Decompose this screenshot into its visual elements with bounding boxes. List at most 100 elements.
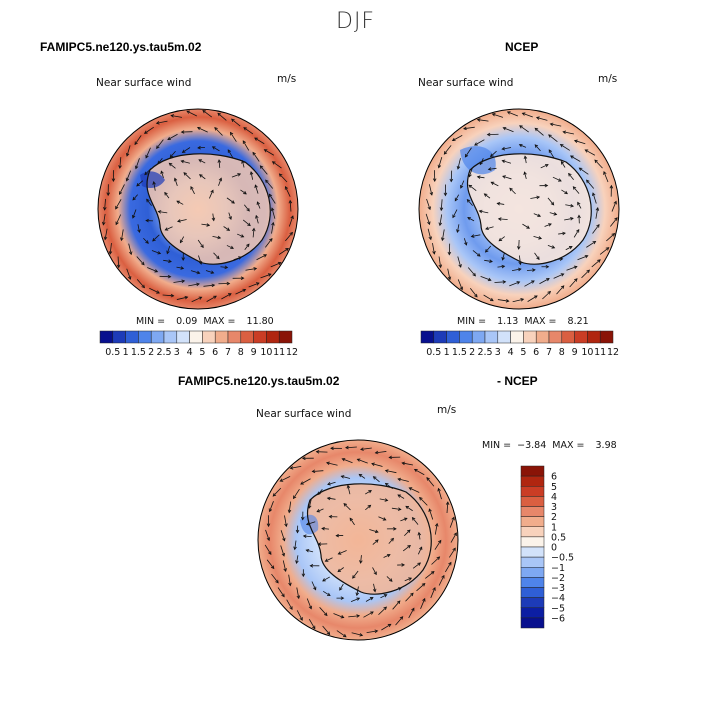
wind-vector [226, 245, 234, 249]
wind-vector-head [265, 179, 269, 184]
wind-vector [147, 267, 158, 273]
wind-vector-head [210, 189, 214, 194]
wind-vector [220, 266, 228, 268]
wind-vector-head [339, 587, 343, 591]
wind-vector [502, 175, 512, 180]
wind-vector [569, 278, 578, 288]
wind-vector [167, 133, 178, 140]
wind-vector [136, 279, 145, 288]
colorbar-difference-swatch [520, 475, 545, 487]
wind-vector [338, 550, 347, 555]
wind-vector [467, 199, 473, 206]
wind-vector-head [613, 200, 617, 205]
wind-vector-head [440, 237, 445, 242]
wind-vector-head [118, 191, 123, 195]
wind-vector-head [229, 131, 234, 136]
wind-vector [574, 140, 586, 145]
wind-vector [438, 488, 442, 500]
colorbar-panel2-swatch [523, 330, 537, 344]
wind-vector [296, 587, 300, 599]
wind-vector [498, 236, 505, 242]
wind-vector [438, 256, 442, 268]
colorbar-panel1-swatch [214, 330, 229, 344]
colorbar-difference-swatch [520, 556, 545, 568]
wind-vector [492, 113, 504, 118]
wind-vector-head [479, 161, 483, 166]
colorbar-panel1-swatch [227, 330, 242, 344]
wind-vector [201, 223, 210, 226]
wind-vector [469, 287, 478, 298]
wind-vector-head [251, 227, 256, 232]
wind-vector-head [300, 516, 305, 521]
wind-vector [163, 259, 172, 262]
wind-vector-head [443, 151, 448, 155]
wind-vector [128, 243, 132, 255]
wind-vector [441, 229, 445, 241]
wind-vector-head [464, 241, 468, 246]
wind-vector [457, 279, 463, 290]
wind-vector [477, 119, 489, 122]
wind-vector [182, 147, 191, 153]
panel3-units: m/s [437, 404, 457, 416]
wind-vector-head [181, 279, 186, 283]
wind-vector-head [200, 244, 204, 249]
colorbar-panel1-tick-label: 7 [225, 347, 231, 358]
panel1-max-value: 11.80 [246, 316, 274, 327]
wind-vector-head [458, 264, 462, 268]
wind-vector-head [393, 527, 397, 531]
wind-vector-head [408, 577, 413, 581]
wind-vector [386, 576, 393, 582]
wind-vector [397, 494, 405, 499]
wind-vector-head [211, 283, 216, 288]
wind-vector [591, 259, 601, 268]
wind-vector [468, 184, 477, 192]
wind-vector-head [323, 612, 328, 617]
wind-vector [160, 171, 164, 178]
wind-vector [599, 247, 609, 255]
wind-vector [217, 112, 227, 121]
wind-vector [485, 245, 492, 253]
wind-vector-head [132, 196, 136, 201]
wind-vector-head [413, 469, 418, 473]
wind-vector [363, 611, 374, 618]
wind-vector [348, 615, 360, 618]
wind-vector [145, 147, 151, 158]
wind-vector [269, 194, 276, 204]
wind-vector [404, 529, 411, 537]
wind-vector-head [226, 227, 231, 231]
wind-vector-head [170, 293, 175, 298]
wind-vector [360, 555, 362, 564]
wind-vector [237, 233, 244, 238]
wind-vector-head [241, 159, 245, 164]
wind-vector-head [167, 136, 171, 141]
panel3-min-label: MIN = [482, 440, 512, 451]
wind-vector-head [282, 537, 286, 542]
colorbar-difference-tick-label: 1 [551, 522, 557, 533]
wind-vector [174, 178, 178, 187]
wind-vector-head [553, 212, 558, 216]
wind-vector [479, 210, 489, 214]
wind-vector [183, 172, 191, 180]
wind-vector-head [289, 606, 293, 611]
wind-vector-head [180, 266, 185, 270]
wind-vector-head [270, 565, 275, 570]
wind-vector [385, 470, 397, 474]
wind-vector [284, 515, 287, 527]
panel3-variable: Near surface wind [256, 408, 352, 420]
wind-vector-head [108, 251, 113, 255]
wind-vector [581, 269, 590, 279]
wind-vector [359, 474, 366, 479]
wind-vector-head [217, 235, 222, 240]
wind-vector-head [255, 282, 260, 286]
wind-vector-head [284, 523, 288, 528]
wind-vector [198, 255, 202, 265]
wind-vector [477, 176, 485, 179]
colorbar-panel2-tick-label: 0.5 [426, 347, 441, 358]
wind-vector-head [238, 256, 242, 260]
wind-vector-head [536, 256, 540, 261]
wind-vector-head [115, 205, 119, 210]
wind-vector-head [577, 214, 581, 219]
wind-vector-head [136, 182, 140, 187]
colorbar-difference-swatch [520, 526, 545, 538]
wind-vector [490, 150, 497, 157]
